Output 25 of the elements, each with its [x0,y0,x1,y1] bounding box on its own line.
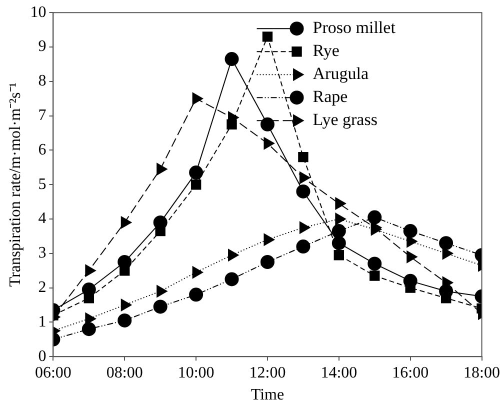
legend-label: Proso millet [312,18,396,38]
y-tick-label: 3 [38,244,46,262]
x-tick-label: 08:00 [106,364,143,382]
x-axis-title: Time [250,386,284,404]
legend-label: Rye [312,41,340,60]
x-tick-label: 12:00 [249,364,286,382]
x-tick-label: 18:00 [464,364,500,382]
legend-label: Arugula [312,64,369,84]
y-tick-label: 0 [38,348,46,365]
x-tick-label: 10:00 [178,364,214,382]
y-tick-label: 8 [38,72,46,90]
y-tick-label: 6 [38,141,46,158]
x-tick-label: 16:00 [392,364,429,382]
y-tick-label: 4 [38,210,46,228]
legend-label: Rape [312,87,348,106]
y-tick-label: 1 [38,313,46,330]
y-tick-label: 7 [38,107,46,124]
y-tick-label: 10 [30,4,46,21]
y-tick-label: 9 [38,38,46,56]
x-tick-label: 06:00 [34,364,72,382]
y-tick-label: 5 [38,176,46,193]
x-tick-label: 14:00 [320,364,358,382]
y-tick-label: 2 [38,279,46,296]
legend-label: Lye grass [312,110,378,130]
y-axis-title: Transpiration rate/m·mol·m⁻²s⁻¹ [6,82,24,287]
